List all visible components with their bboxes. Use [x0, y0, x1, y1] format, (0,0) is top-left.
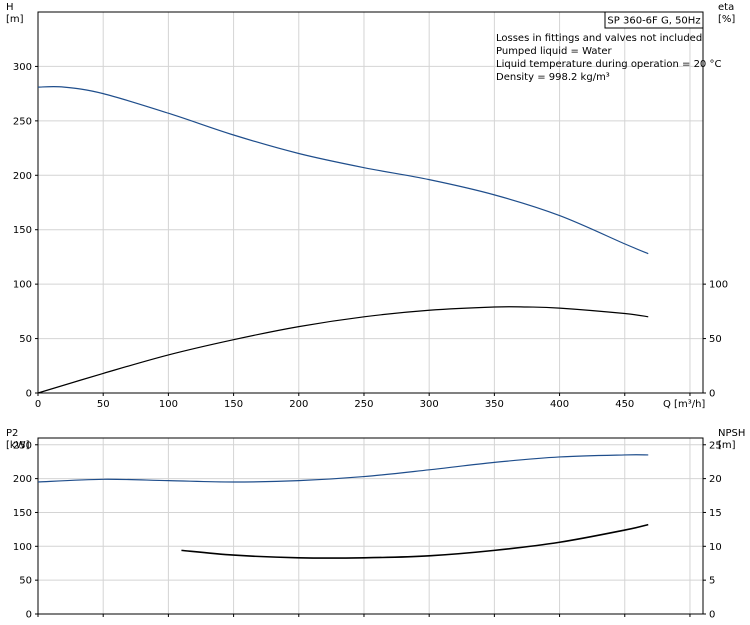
y-tick-right-label: 0 — [709, 389, 715, 400]
y-tick-left-label: 100 — [13, 542, 32, 553]
y-axis-left-label: P2 — [6, 428, 18, 439]
y-tick-right-label: 0 — [709, 610, 715, 621]
x-tick-label: 250 — [354, 399, 373, 410]
y-tick-left-label: 250 — [13, 116, 32, 127]
y-tick-right-label: 10 — [709, 542, 722, 553]
x-tick-label: 150 — [224, 399, 243, 410]
y-tick-left-label: 100 — [13, 280, 32, 291]
x-tick-label: 0 — [35, 399, 41, 410]
series-line-1 — [37, 86, 649, 255]
chart-panel-2: 0 50 100 150 200 250 0 5 10 15 20 25 P2[kW] NPSH[m] — [6, 428, 745, 621]
y-tick-left-label: 50 — [19, 334, 32, 345]
y-axis-right-unit: [m] — [718, 440, 736, 451]
y-axis-right-label: eta — [718, 2, 734, 13]
plot-frame — [37, 437, 704, 615]
y-tick-left-label: 150 — [13, 508, 32, 519]
y-tick-right-label: 100 — [709, 280, 728, 291]
y-tick-left-label: 300 — [13, 62, 32, 73]
y-tick-right-label: 20 — [709, 474, 722, 485]
x-tick-label: 300 — [420, 399, 439, 410]
x-tick-label: 400 — [550, 399, 569, 410]
y-tick-left-label: 150 — [13, 225, 32, 236]
chart-panel-1: 0 50 100 150 200 250 300 0 50 100 H[m] eta[%] 0 50 100… — [6, 2, 735, 410]
y-tick-right-label: 15 — [709, 508, 722, 519]
y-axis-left-label: H — [6, 2, 14, 13]
y-axis-right-unit: [%] — [718, 14, 735, 25]
chart-title-box — [604, 11, 704, 29]
y-axis-right-label: NPSH — [718, 428, 745, 439]
y-tick-right-label: 50 — [709, 334, 722, 345]
x-tick-label: 350 — [485, 399, 504, 410]
y-tick-left-label: 50 — [19, 576, 32, 587]
chart-title: SP 360-6F G, 50Hz — [607, 16, 700, 27]
x-axis-label: Q [m³/h] — [663, 399, 705, 410]
chart-note: Losses in fittings and valves not includ… — [496, 33, 702, 44]
chart-note: Density = 998.2 kg/m³ — [496, 72, 610, 83]
x-tick-label: 450 — [615, 399, 634, 410]
series-line-1 — [37, 454, 649, 483]
x-tick-label: 50 — [97, 399, 110, 410]
y-tick-left-label: 0 — [26, 389, 32, 400]
y-tick-left-label: 0 — [26, 610, 32, 621]
plot-frame — [37, 11, 704, 394]
y-tick-left-label: 200 — [13, 171, 32, 182]
y-tick-left-label: 250 — [13, 440, 32, 451]
y-tick-right-label: 5 — [709, 576, 715, 587]
y-tick-right-label: 25 — [709, 440, 722, 451]
chart-note: Liquid temperature during operation = 20… — [496, 59, 721, 70]
series-line-2 — [181, 523, 649, 559]
x-tick-label: 100 — [159, 399, 178, 410]
chart-note: Pumped liquid = Water — [496, 46, 613, 57]
y-axis-left-unit: [kW] — [6, 440, 30, 451]
series-line-2 — [37, 306, 649, 394]
y-axis-left-unit: [m] — [6, 14, 24, 25]
y-tick-left-label: 200 — [13, 474, 32, 485]
x-tick-label: 200 — [289, 399, 308, 410]
